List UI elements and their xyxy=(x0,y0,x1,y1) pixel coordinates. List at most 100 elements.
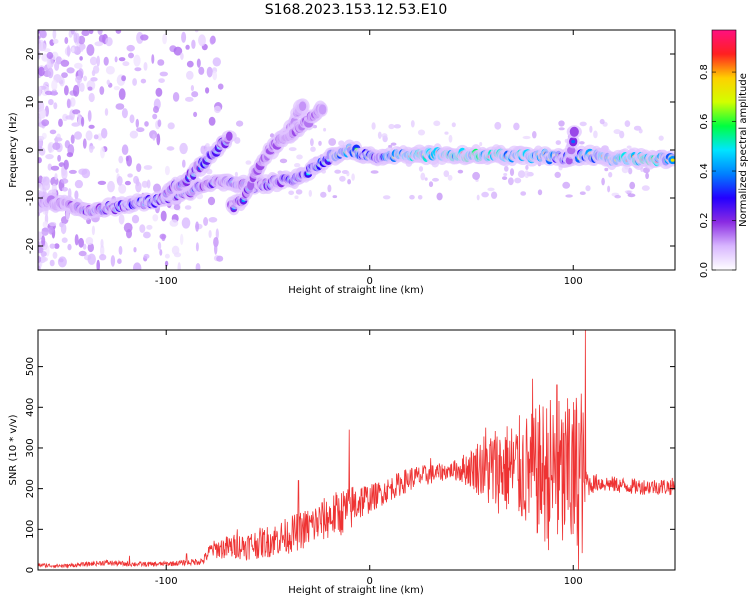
noise-blob xyxy=(141,180,149,188)
noise-blob xyxy=(38,231,43,240)
noise-blob xyxy=(214,242,218,255)
y-tick-label: 10 xyxy=(25,96,36,109)
noise-blob xyxy=(74,234,79,246)
noise-blob xyxy=(607,185,611,193)
noise-blob xyxy=(143,231,151,239)
noise-blob xyxy=(601,177,605,186)
noise-blob xyxy=(81,168,91,179)
noise-blob xyxy=(624,190,633,194)
colorbar-tick-label: 0.2 xyxy=(699,213,710,229)
noise-blob xyxy=(186,60,194,68)
y-tick-label: 500 xyxy=(25,357,36,376)
noise-blob xyxy=(194,30,199,33)
noise-blob xyxy=(390,142,397,146)
noise-blob xyxy=(153,105,159,114)
noise-blob xyxy=(50,165,60,171)
noise-blob xyxy=(193,111,198,118)
noise-blob xyxy=(54,243,60,249)
noise-blob xyxy=(68,169,77,174)
noise-blob xyxy=(180,52,184,60)
noise-blob xyxy=(100,238,104,248)
noise-blob xyxy=(116,176,123,186)
noise-blob xyxy=(172,92,180,102)
noise-blob xyxy=(124,180,131,186)
noise-blob xyxy=(44,90,53,96)
noise-blob xyxy=(83,75,88,82)
noise-blob xyxy=(279,158,288,164)
noise-blob xyxy=(173,46,183,56)
noise-blob xyxy=(318,140,322,146)
noise-blob xyxy=(52,30,57,40)
noise-blob xyxy=(195,242,199,252)
noise-blob xyxy=(162,33,168,45)
noise-blob xyxy=(503,173,508,176)
noise-blob xyxy=(579,191,586,195)
noise-blob xyxy=(195,263,201,270)
noise-blob xyxy=(51,88,57,96)
noise-blob xyxy=(310,138,314,147)
noise-blob xyxy=(198,66,205,75)
noise-blob xyxy=(214,105,221,114)
noise-blob xyxy=(92,65,100,74)
noise-blob xyxy=(140,78,147,84)
y-tick-label: -10 xyxy=(25,190,36,206)
noise-blob xyxy=(135,118,139,128)
noise-blob xyxy=(118,184,127,194)
noise-blob xyxy=(48,226,54,234)
noise-blob xyxy=(143,253,150,259)
noise-blob xyxy=(49,222,57,227)
noise-blob xyxy=(38,145,43,150)
noise-blob xyxy=(393,124,401,129)
noise-blob xyxy=(38,255,42,264)
noise-blob xyxy=(146,224,153,230)
noise-blob xyxy=(308,189,312,197)
noise-blob xyxy=(207,196,216,206)
noise-blob xyxy=(72,84,80,97)
noise-blob xyxy=(118,155,124,164)
ridge-blob xyxy=(569,126,579,137)
noise-blob xyxy=(206,66,213,78)
noise-blob xyxy=(60,59,70,67)
noise-blob xyxy=(77,112,81,118)
ridge-branch_c xyxy=(262,100,328,159)
noise-blob xyxy=(134,67,142,72)
noise-blob xyxy=(166,146,175,151)
noise-blob xyxy=(94,41,104,47)
noise-blob xyxy=(49,243,56,249)
noise-blob xyxy=(78,68,84,78)
noise-blob xyxy=(159,71,168,77)
noise-blob xyxy=(99,86,105,95)
noise-blob xyxy=(296,154,303,160)
noise-blob xyxy=(81,116,85,127)
noise-blob xyxy=(157,119,162,127)
noise-blob xyxy=(38,157,42,164)
noise-blob xyxy=(173,252,182,258)
noise-blob xyxy=(126,44,135,52)
noise-blob xyxy=(346,171,350,177)
noise-blob xyxy=(169,219,179,227)
noise-blob xyxy=(159,249,163,256)
noise-blob xyxy=(181,217,191,229)
noise-blob xyxy=(212,57,221,67)
noise-blob xyxy=(628,167,633,175)
noise-blob xyxy=(328,138,337,146)
noise-blob xyxy=(195,221,200,232)
snr-panel: -100 0 100 0 100 200 300 400 500 Height of strai… xyxy=(8,329,676,596)
noise-blob xyxy=(191,39,196,49)
noise-blob xyxy=(38,265,41,270)
noise-blob xyxy=(48,99,54,106)
noise-blob xyxy=(323,127,327,132)
noise-blob xyxy=(72,109,81,115)
noise-blob xyxy=(208,116,216,126)
noise-blob xyxy=(41,227,49,236)
noise-blob xyxy=(608,171,613,178)
noise-blob xyxy=(66,98,71,109)
noise-blob xyxy=(144,121,149,127)
noise-blob xyxy=(133,262,142,270)
noise-blob xyxy=(60,178,69,184)
noise-blob xyxy=(82,138,87,149)
noise-blob xyxy=(74,179,83,189)
noise-blob xyxy=(133,54,141,67)
noise-blob xyxy=(74,62,83,69)
noise-blob xyxy=(91,225,95,236)
